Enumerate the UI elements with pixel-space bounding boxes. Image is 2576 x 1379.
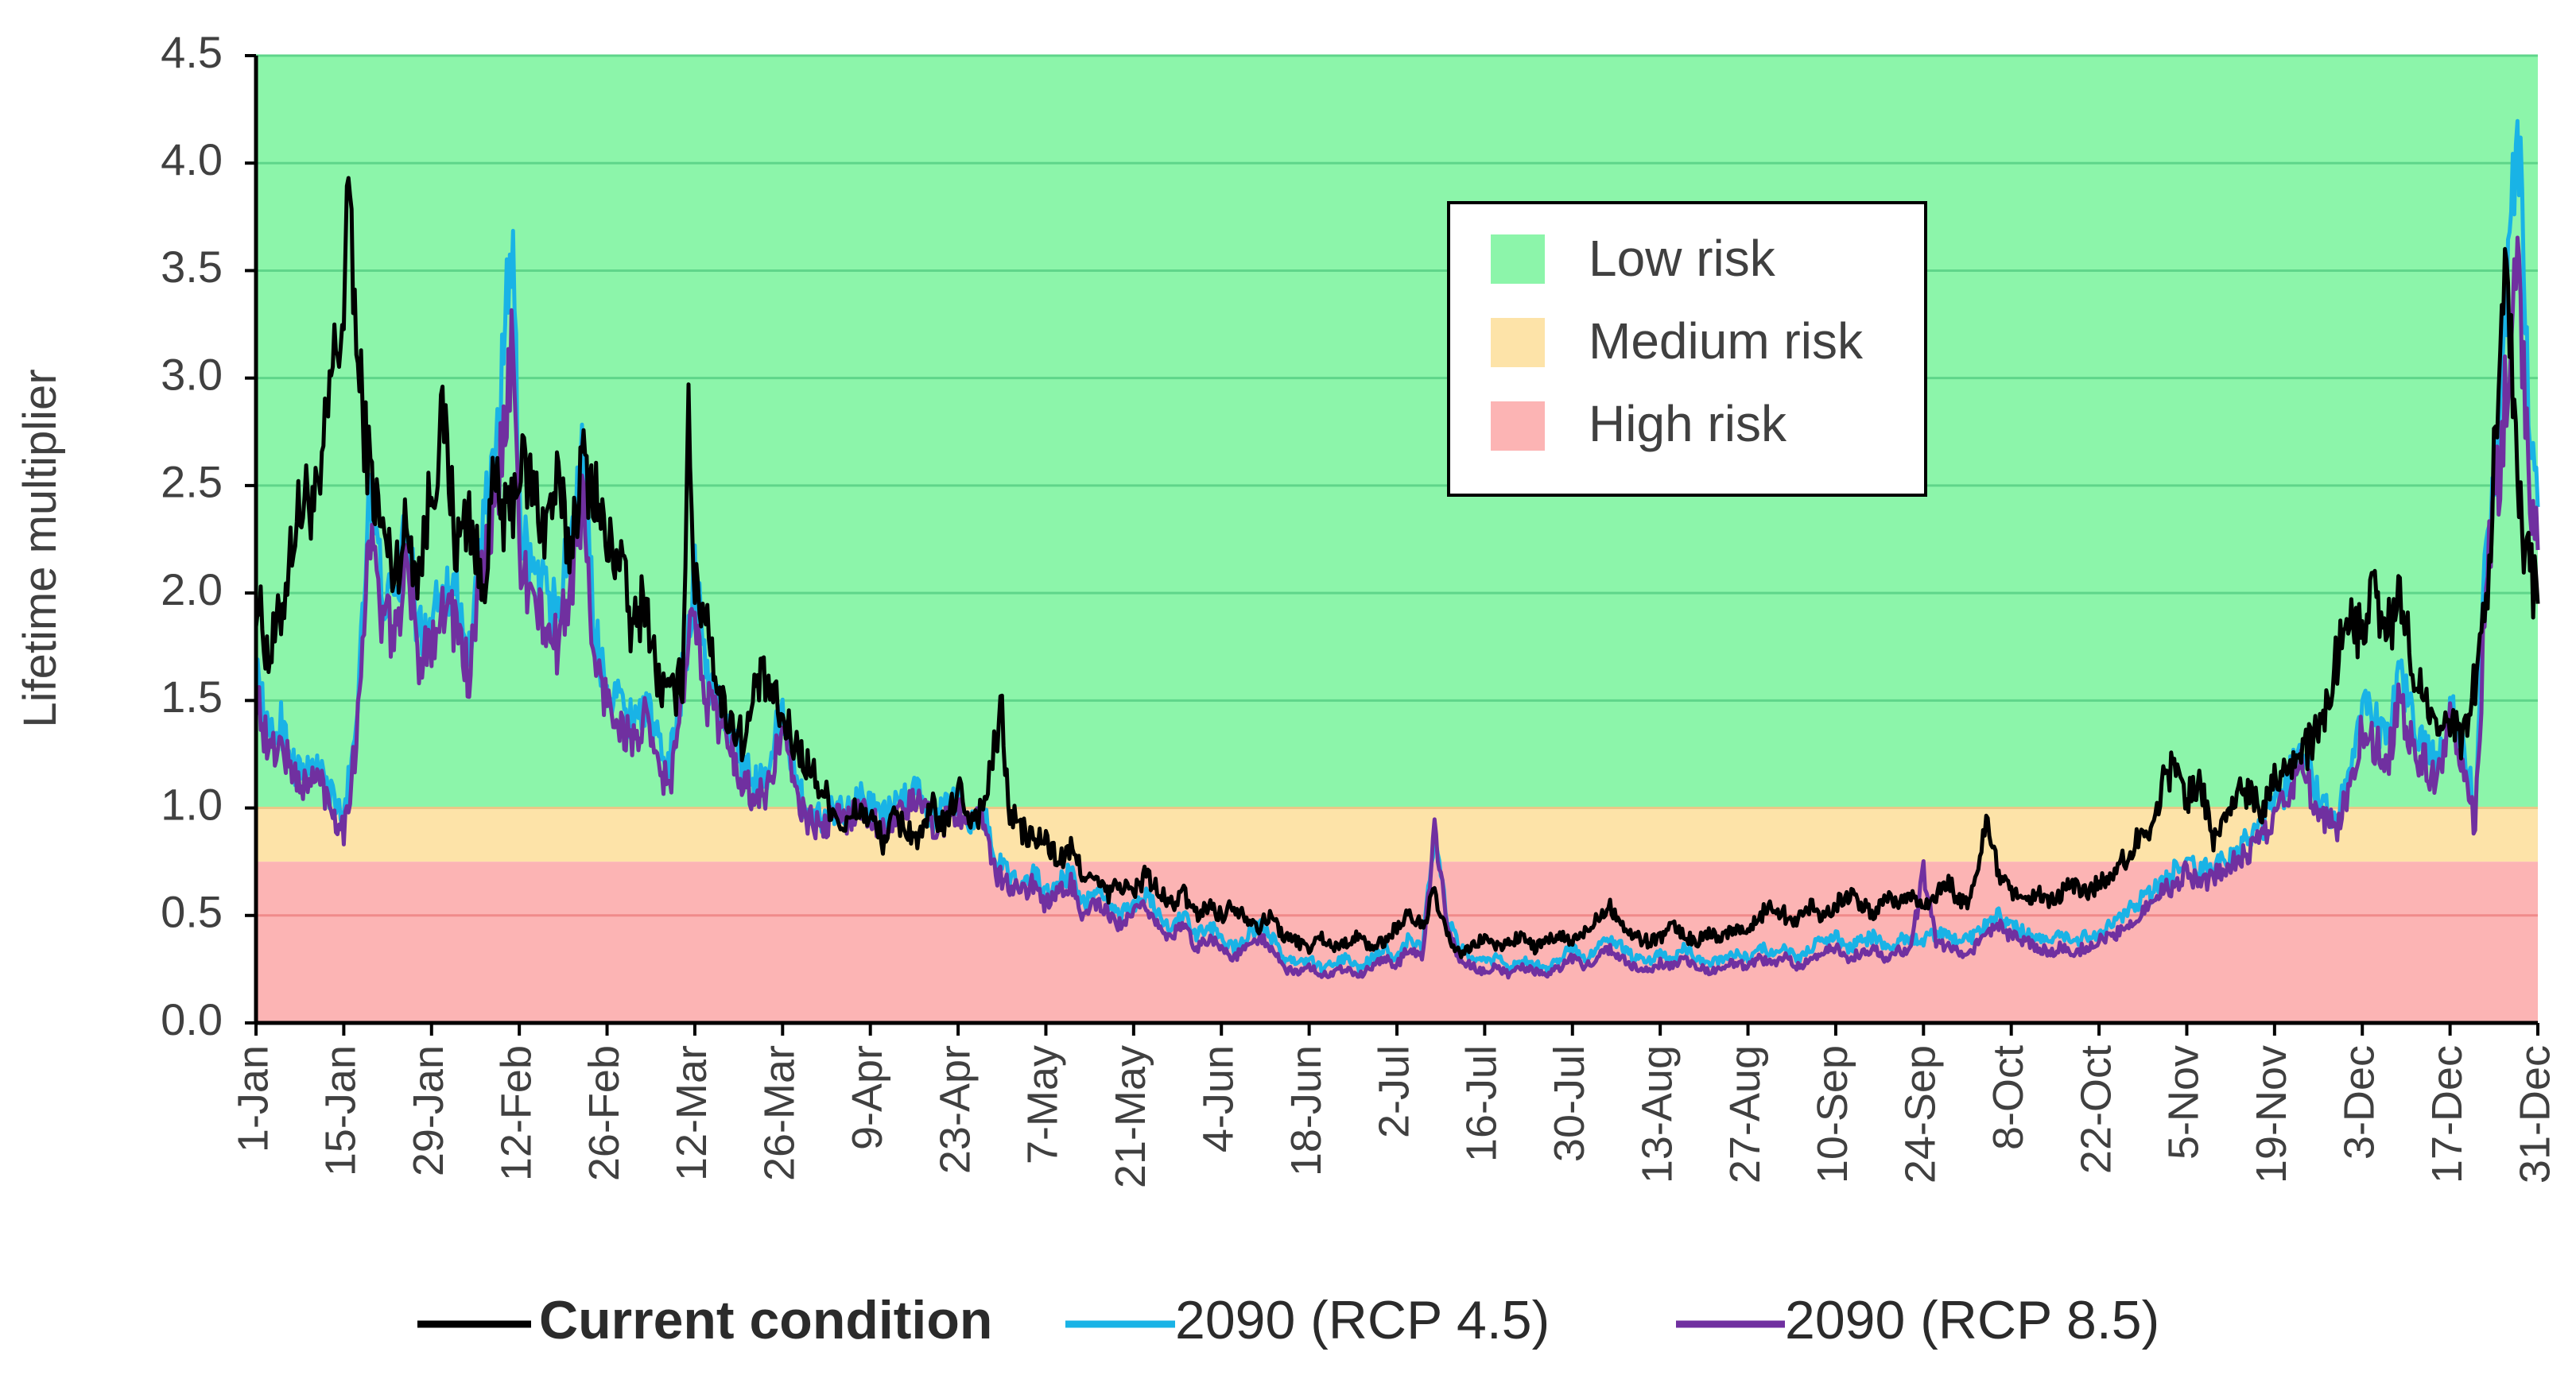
x-tick-label: 29-Jan	[405, 1045, 452, 1176]
x-tick-label: 16-Jul	[1458, 1045, 1506, 1162]
legend-swatch-medium-risk	[1491, 318, 1545, 367]
x-tick-label: 12-Feb	[492, 1045, 540, 1181]
x-tick-label: 2-Jul	[1370, 1045, 1418, 1138]
x-tick-label: 9-Apr	[844, 1045, 891, 1150]
x-tick-label: 26-Feb	[580, 1045, 628, 1181]
x-tick-label: 13-Aug	[1633, 1045, 1681, 1183]
series-legend: Current condition 2090 (RCP 4.5) 2090 (R…	[417, 1290, 2159, 1350]
y-tick-label: 4.0	[161, 134, 223, 184]
zone-medium-risk	[256, 808, 2538, 862]
x-tick-label: 5-Nov	[2160, 1045, 2208, 1160]
y-tick-label: 2.0	[161, 564, 223, 614]
y-tick-label: 3.5	[161, 242, 223, 292]
x-tick-label: 10-Sep	[1809, 1045, 1856, 1183]
zone-high-risk	[256, 862, 2538, 1023]
zone-low-risk	[256, 56, 2538, 808]
axes	[245, 54, 2539, 1036]
x-tick-label: 30-Jul	[1546, 1045, 1593, 1162]
x-tick-label: 31-Dec	[2511, 1045, 2559, 1183]
legend-label-high-risk: High risk	[1589, 395, 1787, 452]
series-line-current	[254, 176, 2540, 959]
legend-swatch-high-risk	[1491, 401, 1545, 451]
x-tick-label: 21-May	[1107, 1045, 1154, 1188]
y-tick-label: 0.5	[161, 887, 223, 937]
risk-legend: Low risk Medium risk High risk	[1447, 201, 1927, 497]
y-tick-label: 0.0	[161, 994, 223, 1044]
legend-label-rcp45: 2090 (RCP 4.5)	[1175, 1290, 1550, 1350]
legend-label-low-risk: Low risk	[1589, 230, 1776, 287]
x-tick-label: 4-Jun	[1194, 1045, 1242, 1152]
y-axis-title: Lifetime multiplier	[14, 369, 66, 727]
y-tick-label: 1.0	[161, 779, 223, 829]
x-tick-label: 18-Jun	[1282, 1045, 1330, 1176]
x-tick-label: 1-Jan	[229, 1045, 277, 1152]
x-tick-label: 12-Mar	[668, 1045, 716, 1181]
x-tick-label: 23-Apr	[931, 1045, 979, 1174]
legend-label-current: Current condition	[539, 1290, 992, 1350]
legend-swatch-low-risk	[1491, 234, 1545, 284]
series-line-rcp45	[254, 118, 2540, 975]
y-tick-label: 3.0	[161, 349, 223, 399]
x-tick-labels: 1-Jan 15-Jan 29-Jan 12-Feb 26-Feb 12-Mar 26-Ma…	[229, 1045, 2559, 1188]
y-tick-label: 2.5	[161, 457, 223, 507]
x-tick-label: 22-Oct	[2072, 1045, 2120, 1174]
x-tick-label: 24-Sep	[1897, 1045, 1945, 1183]
x-tick-label: 26-Mar	[756, 1045, 804, 1181]
risk-zones	[256, 56, 2538, 1023]
x-tick-label: 7-May	[1019, 1045, 1067, 1164]
y-tick-label: 4.5	[161, 27, 223, 77]
x-tick-label: 19-Nov	[2248, 1045, 2295, 1183]
x-tick-label: 27-Aug	[1721, 1045, 1769, 1183]
data-series	[254, 118, 2540, 980]
legend-label-medium-risk: Medium risk	[1589, 312, 1864, 370]
x-tick-label: 3-Dec	[2335, 1045, 2383, 1160]
x-tick-label: 8-Oct	[1984, 1045, 2032, 1150]
series-line-rcp85	[254, 235, 2540, 980]
y-tick-labels: 0.0 0.5 1.0 1.5 2.0 2.5 3.0 3.5 4.0 4.5	[161, 27, 223, 1044]
y-tick-label: 1.5	[161, 672, 223, 722]
x-tick-label: 15-Jan	[317, 1045, 365, 1176]
x-tick-label: 17-Dec	[2423, 1045, 2471, 1183]
legend-label-rcp85: 2090 (RCP 8.5)	[1785, 1290, 2159, 1350]
gridlines	[256, 54, 2538, 917]
